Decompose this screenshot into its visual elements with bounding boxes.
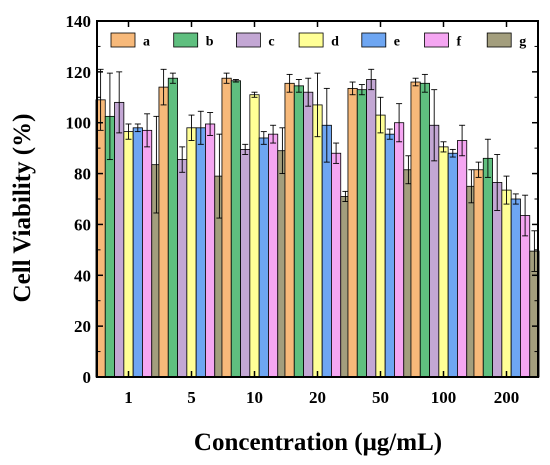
bar-d-5 [186,127,197,378]
bar-c-20 [303,91,314,378]
bar-b-5 [167,77,178,378]
bar-e-100 [447,152,458,378]
legend-swatch-c [235,32,261,48]
legend-swatch-d [298,32,324,48]
bar-f-1 [142,129,153,378]
x-axis-title: Concentration (μg/mL) [194,429,442,456]
x-tick-label-200: 200 [494,388,520,407]
bar-c-10 [240,149,251,378]
bar-c-100 [429,124,440,378]
bar-f-200 [520,215,531,378]
bar-b-100 [419,82,430,378]
bar-e-1 [132,127,143,378]
y-tick-label-80: 80 [74,165,91,184]
bar-c-1 [114,101,125,378]
x-tick-label-10: 10 [246,388,263,407]
y-tick-label-60: 60 [74,215,91,234]
bar-b-10 [230,80,241,378]
legend-label-f: f [457,35,462,50]
y-tick-label-120: 120 [66,63,92,82]
x-tick-label-20: 20 [309,388,326,407]
y-tick-label-140: 140 [66,12,92,31]
y-tick-label-20: 20 [74,317,91,336]
bar-e-10 [258,137,269,378]
bar-d-50 [375,114,386,378]
y-tick-label-40: 40 [74,266,91,285]
bar-e-200 [510,198,521,378]
bar-a-5 [158,86,169,378]
y-tick-label-100: 100 [66,114,92,133]
bar-a-10 [221,77,232,378]
legend-swatch-e [361,32,387,48]
bar-d-200 [501,189,512,378]
bar-f-50 [394,122,405,378]
legend-swatch-b [173,32,199,48]
bar-a-100 [410,81,421,378]
bar-a-200 [473,169,484,378]
bar-c-5 [177,159,188,378]
bar-d-100 [438,146,449,378]
bar-f-10 [268,133,279,378]
x-tick-label-50: 50 [372,388,389,407]
bar-f-5 [205,123,216,378]
bar-d-10 [249,94,260,378]
bar-b-20 [293,85,304,378]
legend: a b c d e f g [110,32,526,50]
bar-e-20 [321,124,332,378]
legend-label-a: a [143,35,150,50]
bar-d-20 [312,104,323,378]
bar-a-20 [284,82,295,378]
legend-swatch-f [424,32,449,48]
x-tick-label-1: 1 [124,388,133,407]
bar-d-1 [123,131,134,378]
legend-label-c: c [268,35,274,50]
bar-f-100 [457,140,468,378]
bar-a-50 [347,87,358,378]
bar-c-50 [366,79,377,378]
legend-swatch-g [486,32,512,48]
legend-label-b: b [206,35,214,50]
bar-b-50 [356,89,367,378]
legend-label-g: g [519,35,526,50]
bar-e-5 [195,127,206,378]
legend-label-d: d [331,35,339,50]
bar-e-50 [384,133,395,378]
y-axis-title: Cell Viability (%) [9,114,36,303]
bar-f-20 [331,152,342,378]
bar-c-200 [492,182,503,378]
legend-label-e: e [394,35,400,50]
y-tick-label-0: 0 [83,368,92,387]
x-tick-label-5: 5 [187,388,196,407]
legend-swatch-a [110,32,136,48]
bar-b-200 [482,157,493,378]
x-tick-label-100: 100 [431,388,457,407]
